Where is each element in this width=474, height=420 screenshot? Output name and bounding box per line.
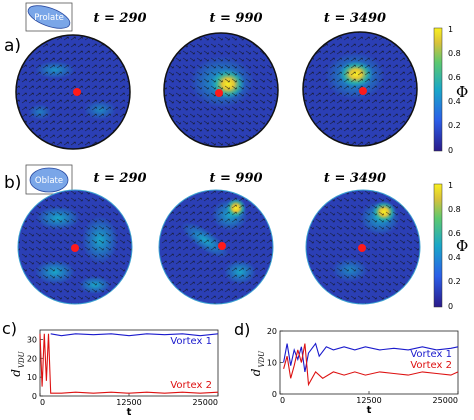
x-tick-label: 0 xyxy=(40,398,45,407)
center-dot xyxy=(218,242,226,250)
center-dot xyxy=(73,88,81,96)
director-field-disk xyxy=(163,32,279,148)
center-dot xyxy=(215,89,223,97)
y-tick-label: 10 xyxy=(267,359,277,368)
x-tick-label: 12500 xyxy=(356,396,381,405)
y-axis-label-sub: VDU xyxy=(258,350,266,368)
y-tick-label: 20 xyxy=(27,354,37,363)
series-line-1 xyxy=(50,333,219,337)
series-line-1 xyxy=(283,342,459,373)
x-tick-label: 25000 xyxy=(433,396,458,405)
x-tick-label: 25000 xyxy=(193,398,218,407)
director-field-disk xyxy=(305,189,421,305)
y-tick-label: 0 xyxy=(272,390,277,399)
y-axis-label-main: d xyxy=(249,368,263,376)
colorbar-tick: 0 xyxy=(448,146,453,155)
prolate-particle-icon: Prolate xyxy=(25,2,73,32)
director-field-disk xyxy=(17,189,133,305)
colorbar-tick: 0.8 xyxy=(448,49,461,58)
x-tick-label: 12500 xyxy=(116,398,141,407)
panel-letter: c) xyxy=(2,319,17,338)
series-line-2 xyxy=(39,333,219,394)
panel-a: a) Prolate t = 290 t = 990 t = 3490 xyxy=(4,2,468,155)
x-tick-label: 0 xyxy=(280,396,285,405)
prolate-label: Prolate xyxy=(34,13,64,23)
colorbar-tick: 0.4 xyxy=(448,97,461,106)
colorbar-label: Φ xyxy=(456,237,468,255)
x-axis-label: t xyxy=(367,405,372,416)
panel-a-letter: a) xyxy=(4,36,21,56)
colorbar-tick: 1 xyxy=(448,181,453,190)
y-tick-label: 0 xyxy=(32,392,37,401)
colorbar-tick: 0 xyxy=(448,302,453,311)
y-tick-label: 10 xyxy=(27,373,37,382)
colorbar-tick: 0.6 xyxy=(448,73,461,82)
panel-b-letter: b) xyxy=(4,173,21,193)
x-axis-label: t xyxy=(127,407,132,418)
time-label: t = 3490 xyxy=(324,11,386,26)
colorbar-tick: 0.4 xyxy=(448,253,461,262)
colorbar-tick: 0.2 xyxy=(448,121,461,130)
colorbar-label: Φ xyxy=(456,83,468,101)
colorbar: 1 0.8 0.6 0.4 0.2 0 Φ xyxy=(433,181,468,311)
director-field-disk xyxy=(15,34,131,150)
series-label-2: Vortex 2 xyxy=(410,360,452,371)
oblate-label: Oblate xyxy=(35,176,63,186)
time-label: t = 290 xyxy=(93,11,146,26)
time-label: t = 990 xyxy=(209,11,262,26)
series-label-2: Vortex 2 xyxy=(170,380,212,391)
plot-frame xyxy=(39,329,219,397)
y-axis-label-main: d xyxy=(9,369,23,377)
oblate-particle-icon: Oblate xyxy=(25,164,73,195)
colorbar-tick: 0.8 xyxy=(448,205,461,214)
colorbar-tick: 1 xyxy=(448,25,453,34)
time-label: t = 290 xyxy=(93,171,146,186)
panel-letter: d) xyxy=(234,320,250,339)
series-line-2 xyxy=(283,343,459,387)
colorbar-tick: 0.6 xyxy=(448,229,461,238)
director-field-disk xyxy=(302,31,418,147)
y-axis-label-sub: VDU xyxy=(18,350,26,368)
colorbar-tick: 0.2 xyxy=(448,277,461,286)
director-field-disk xyxy=(158,189,274,305)
series-label-1: Vortex 1 xyxy=(170,336,212,347)
center-dot xyxy=(358,244,366,252)
y-tick-label: 20 xyxy=(267,327,277,336)
colorbar: 1 0.8 0.6 0.4 0.2 0 Φ xyxy=(433,25,468,155)
series-label-1: Vortex 1 xyxy=(410,349,452,360)
panel-b: b) Oblate t = 290 t = 990 t = 3490 xyxy=(4,164,468,311)
center-dot xyxy=(359,87,367,95)
time-label: t = 990 xyxy=(209,171,262,186)
y-tick-label: 30 xyxy=(27,335,37,344)
center-dot xyxy=(71,244,79,252)
time-label: t = 3490 xyxy=(324,171,386,186)
